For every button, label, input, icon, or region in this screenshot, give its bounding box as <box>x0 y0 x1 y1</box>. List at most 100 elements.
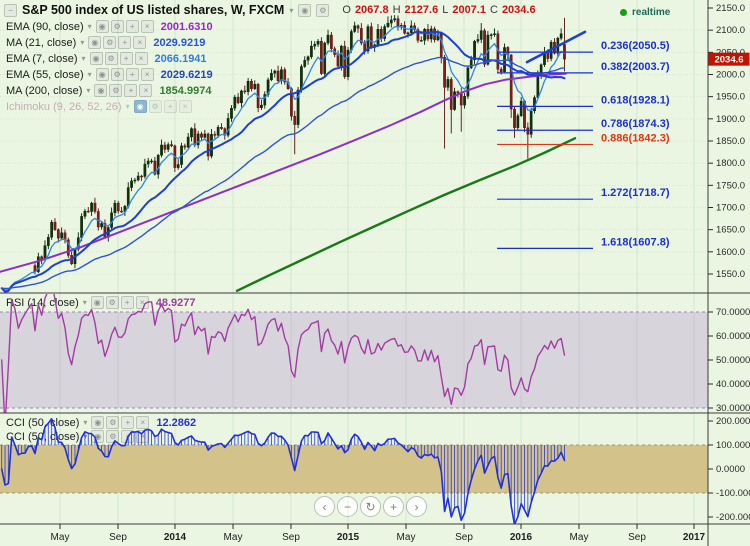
visibility-icon[interactable]: ◉ <box>91 416 105 429</box>
zoom-out-button[interactable]: − <box>337 496 358 517</box>
svg-text:200.0000: 200.0000 <box>716 416 750 427</box>
svg-text:2150.0: 2150.0 <box>716 3 745 14</box>
remove-indicator-icon[interactable]: × <box>134 52 148 65</box>
remove-indicator-icon[interactable]: × <box>133 36 147 49</box>
collapse-pane-icon[interactable]: − <box>4 3 17 17</box>
price-axis[interactable]: 2150.0 2100.0 2050.0 2000.0 1950.0 1900.0 1850… <box>708 3 750 523</box>
indicator-dropdown-icon[interactable]: ▾ <box>83 418 88 427</box>
add-indicator-icon[interactable]: + <box>125 68 139 81</box>
indicator-value: 12.2862 <box>156 416 197 429</box>
svg-text:30.0000: 30.0000 <box>716 403 750 414</box>
add-indicator-icon[interactable]: + <box>120 296 134 309</box>
svg-text:1700.0: 1700.0 <box>716 202 745 213</box>
chart-header: − S&P 500 index of US listed shares, W, … <box>4 3 536 17</box>
svg-text:70.0000: 70.0000 <box>716 307 750 318</box>
remove-indicator-icon[interactable]: × <box>136 416 150 429</box>
add-indicator-icon[interactable]: + <box>121 416 135 429</box>
legend-row: Ichimoku (9, 26, 52, 26) ▾ ◉ ⚙ + × <box>6 100 192 113</box>
remove-indicator-icon[interactable]: × <box>136 430 150 443</box>
svg-text:May: May <box>570 532 589 543</box>
svg-text:2016: 2016 <box>510 532 533 543</box>
svg-text:1550.0: 1550.0 <box>716 269 745 280</box>
svg-text:May: May <box>397 532 416 543</box>
reset-view-button[interactable]: ↻ <box>360 496 381 517</box>
indicator-dropdown-icon[interactable]: ▾ <box>125 102 130 111</box>
remove-indicator-icon[interactable]: × <box>135 296 149 309</box>
settings-icon[interactable]: ⚙ <box>105 296 119 309</box>
visibility-icon[interactable]: ◉ <box>94 84 108 97</box>
visibility-icon[interactable]: ◉ <box>133 100 147 113</box>
remove-indicator-icon[interactable]: × <box>139 84 153 97</box>
visibility-icon[interactable]: ◉ <box>89 52 103 65</box>
pan-left-button[interactable]: ‹ <box>314 496 335 517</box>
indicator-name: RSI (14, close) <box>6 296 79 309</box>
svg-text:50.0000: 50.0000 <box>716 355 750 366</box>
trend-line[interactable] <box>525 30 587 64</box>
realtime-badge: realtime <box>620 7 670 18</box>
indicator-dropdown-icon[interactable]: ▾ <box>81 54 86 63</box>
indicator-dropdown-icon[interactable]: ▾ <box>87 70 92 79</box>
remove-indicator-icon[interactable]: × <box>140 20 154 33</box>
settings-icon[interactable]: ⚙ <box>104 52 118 65</box>
svg-text:May: May <box>51 532 70 543</box>
remove-indicator-icon[interactable]: × <box>140 68 154 81</box>
last-price-tag: 2034.6 <box>708 52 750 66</box>
indicator-name: EMA (55, close) <box>6 68 84 81</box>
indicator-dropdown-icon[interactable]: ▾ <box>80 38 85 47</box>
indicator-value: 2029.9219 <box>153 36 206 49</box>
svg-text:1600.0: 1600.0 <box>716 247 745 258</box>
indicator-dropdown-icon[interactable]: ▾ <box>86 86 91 95</box>
visibility-icon[interactable]: ◉ <box>88 36 102 49</box>
add-indicator-icon[interactable]: + <box>121 430 135 443</box>
svg-text:2000.0: 2000.0 <box>716 69 745 80</box>
add-indicator-icon[interactable]: + <box>125 20 139 33</box>
visibility-icon[interactable]: ◉ <box>90 296 104 309</box>
svg-text:2014: 2014 <box>164 532 187 543</box>
indicator-name: MA (21, close) <box>6 36 77 49</box>
add-indicator-icon[interactable]: + <box>118 36 132 49</box>
fib-retracement[interactable]: 0.236(2050.5) 0.382(2003.7) 0.618(1928.1) 0… <box>497 40 670 249</box>
visibility-icon[interactable]: ◉ <box>95 68 109 81</box>
visibility-icon[interactable]: ◉ <box>95 20 109 33</box>
indicator-value: 2001.6310 <box>160 20 213 33</box>
settings-icon[interactable]: ⚙ <box>106 416 120 429</box>
indicator-dropdown-icon[interactable]: ▾ <box>83 432 88 441</box>
indicator-dropdown-icon[interactable]: ▾ <box>87 22 92 31</box>
indicator-bands <box>0 311 708 494</box>
svg-text:Sep: Sep <box>628 532 646 543</box>
svg-text:100.0000: 100.0000 <box>716 440 750 451</box>
time-axis[interactable]: May Sep 2014 May Sep 2015 May Sep 2016 May Sep 2017 <box>51 524 706 543</box>
settings-icon[interactable]: ⚙ <box>109 84 123 97</box>
svg-text:0.886(1842.3): 0.886(1842.3) <box>601 132 670 144</box>
settings-icon[interactable]: ⚙ <box>148 100 162 113</box>
zoom-in-button[interactable]: + <box>383 496 404 517</box>
svg-text:0.618(1928.1): 0.618(1928.1) <box>601 94 670 106</box>
symbol-dropdown-icon[interactable]: ▾ <box>289 5 294 15</box>
indicator-dropdown-icon[interactable]: ▾ <box>82 298 87 307</box>
settings-icon[interactable]: ⚙ <box>110 20 124 33</box>
pan-right-button[interactable]: › <box>406 496 427 517</box>
add-indicator-icon[interactable]: + <box>124 84 138 97</box>
legend-row: RSI (14, close) ▾ ◉ ⚙ + × 48.9277 <box>6 296 196 309</box>
settings-icon[interactable]: ⚙ <box>103 36 117 49</box>
legend-row: MA (200, close) ▾ ◉ ⚙ + × 1854.9974 <box>6 84 211 97</box>
moving-average-lines <box>0 25 577 293</box>
remove-indicator-icon[interactable]: × <box>178 100 192 113</box>
svg-text:2034.6: 2034.6 <box>714 55 743 66</box>
settings-icon[interactable]: ⚙ <box>110 68 124 81</box>
symbol-title: S&P 500 index of US listed shares, W, FX… <box>22 3 285 17</box>
svg-text:-100.000: -100.000 <box>716 488 750 499</box>
svg-text:1.618(1607.8): 1.618(1607.8) <box>601 236 670 248</box>
svg-text:40.0000: 40.0000 <box>716 379 750 390</box>
add-indicator-icon[interactable]: + <box>163 100 177 113</box>
visibility-icon[interactable]: ◉ <box>91 430 105 443</box>
settings-icon[interactable]: ⚙ <box>106 430 120 443</box>
settings-icon[interactable]: ⚙ <box>316 3 330 17</box>
visibility-icon[interactable]: ◉ <box>298 3 312 17</box>
svg-text:0.0000: 0.0000 <box>716 464 745 475</box>
svg-text:May: May <box>224 532 243 543</box>
add-indicator-icon[interactable]: + <box>119 52 133 65</box>
legend-row: CCI (50, close) ▾ ◉ ⚙ + × 12.2862 <box>6 416 196 429</box>
